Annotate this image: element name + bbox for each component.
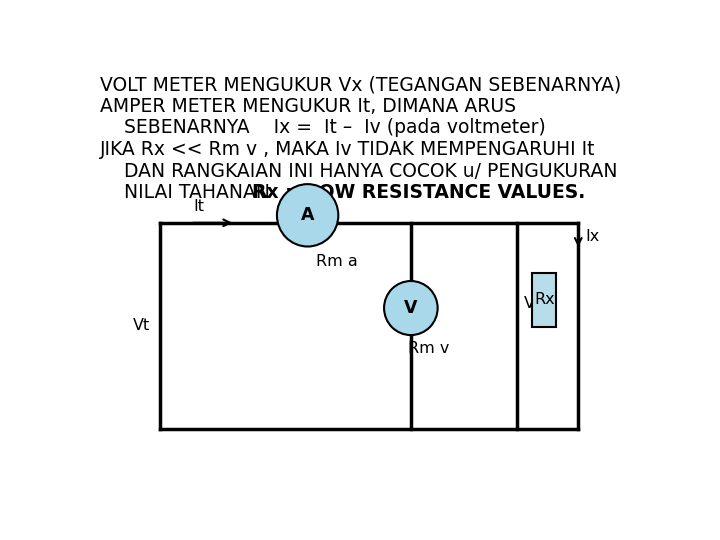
- Ellipse shape: [384, 281, 438, 335]
- Text: Ix: Ix: [585, 229, 599, 244]
- Text: Rm a: Rm a: [316, 254, 358, 269]
- Text: Vx: Vx: [523, 296, 544, 312]
- Text: Rm v: Rm v: [408, 341, 449, 356]
- Text: V: V: [404, 299, 418, 317]
- Ellipse shape: [277, 184, 338, 246]
- Bar: [533, 273, 556, 327]
- Text: Rx = LOW RESISTANCE VALUES.: Rx = LOW RESISTANCE VALUES.: [252, 183, 585, 202]
- Text: Rx: Rx: [534, 292, 554, 307]
- Text: DAN RANGKAIAN INI HANYA COCOK u/ PENGUKURAN: DAN RANGKAIAN INI HANYA COCOK u/ PENGUKU…: [100, 161, 618, 181]
- Text: A: A: [301, 206, 315, 224]
- Text: AMPER METER MENGUKUR It, DIMANA ARUS: AMPER METER MENGUKUR It, DIMANA ARUS: [100, 97, 516, 116]
- Text: NILAI TAHANAN: NILAI TAHANAN: [100, 183, 294, 202]
- Text: SEBENARNYA    Ix =  It –  Iv (pada voltmeter): SEBENARNYA Ix = It – Iv (pada voltmeter): [100, 118, 546, 138]
- Text: VOLT METER MENGUKUR Vx (TEGANGAN SEBENARNYA): VOLT METER MENGUKUR Vx (TEGANGAN SEBENAR…: [100, 75, 621, 94]
- Text: It: It: [193, 199, 204, 214]
- Text: JIKA Rx << Rm v , MAKA Iv TIDAK MEMPENGARUHI It: JIKA Rx << Rm v , MAKA Iv TIDAK MEMPENGA…: [100, 140, 595, 159]
- Text: Vt: Vt: [132, 318, 150, 333]
